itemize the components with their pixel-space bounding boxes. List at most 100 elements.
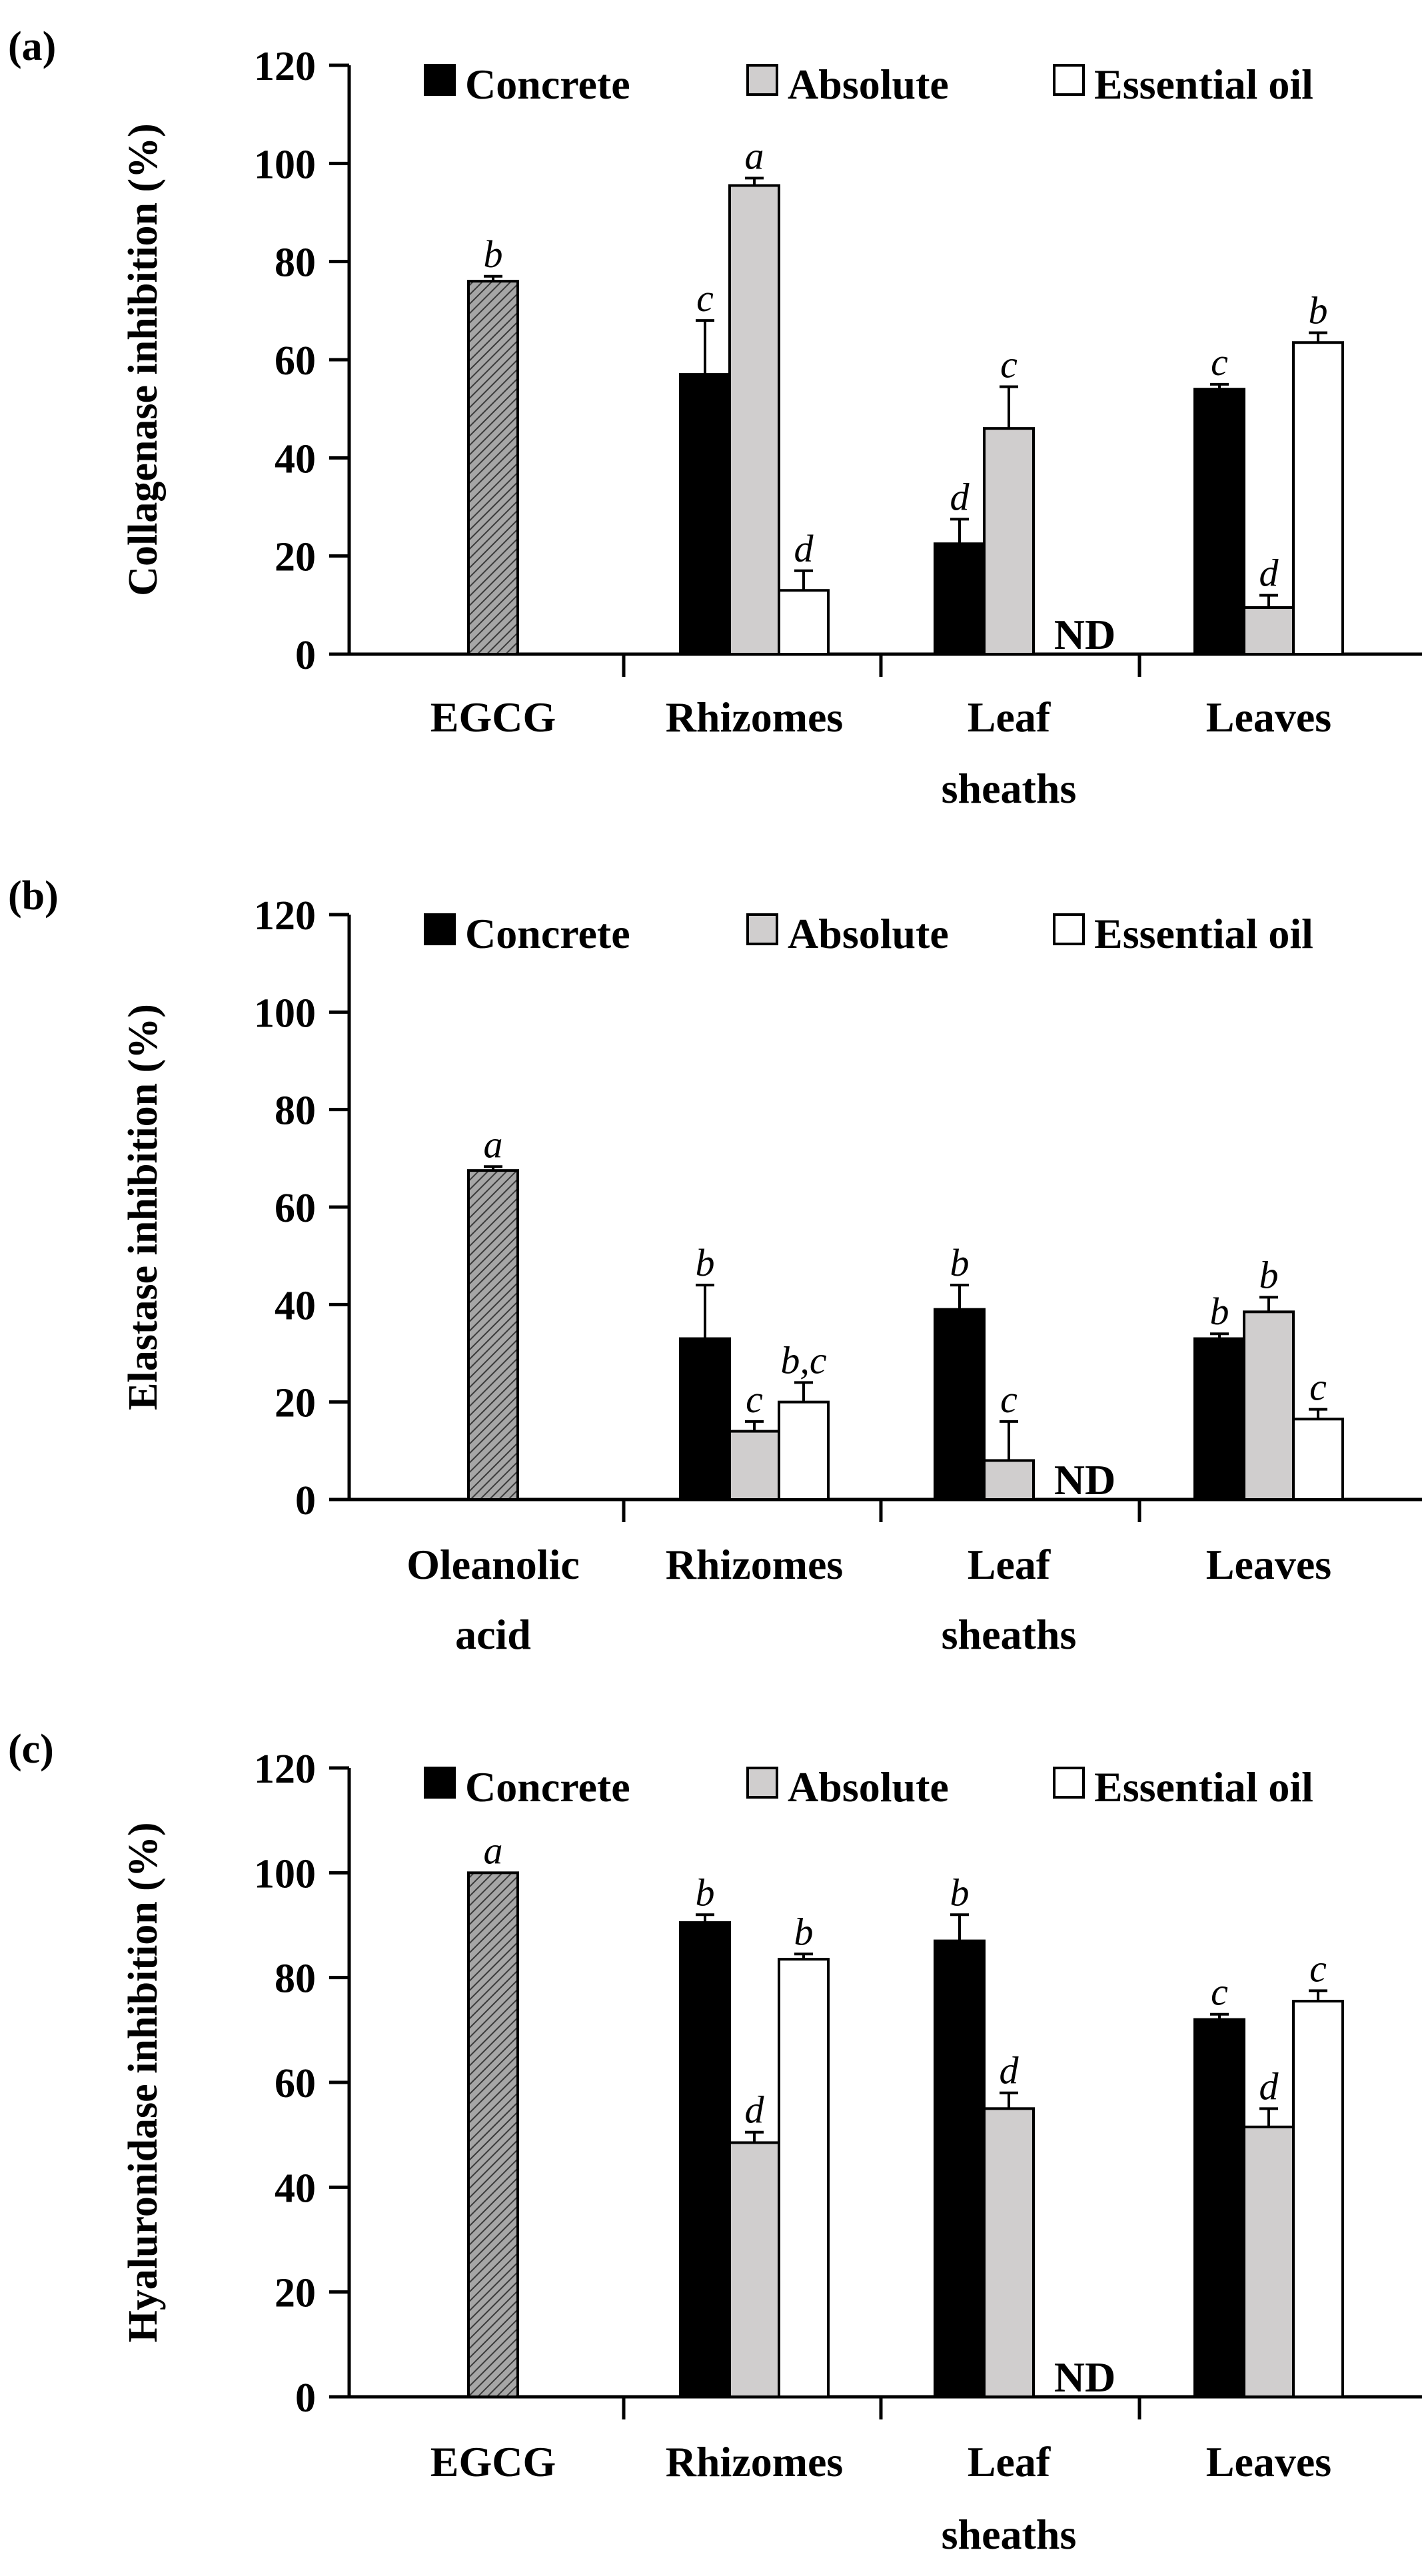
- significance-letter: b: [696, 1871, 715, 1914]
- significance-letter: c: [746, 1378, 763, 1421]
- significance-letter: d: [1000, 2049, 1020, 2092]
- legend-label: Concrete: [465, 1763, 630, 1811]
- significance-letter: c: [1000, 1378, 1018, 1421]
- y-tick-label: 100: [254, 142, 316, 187]
- significance-letter: a: [484, 1829, 503, 1872]
- significance-letter: b: [696, 1241, 715, 1284]
- legend-swatch: [746, 1767, 778, 1799]
- significance-letter: b,c: [780, 1338, 827, 1382]
- x-tick-label: Oleanolic: [406, 1541, 580, 1588]
- legend-swatch: [424, 64, 456, 96]
- bar-concrete: [1193, 1337, 1245, 1502]
- panel-label: (a): [8, 24, 56, 69]
- significance-letter: c: [1000, 343, 1018, 386]
- bar-concrete: [1193, 388, 1245, 655]
- bar-control: [467, 280, 519, 655]
- significance-letter: c: [1211, 1970, 1228, 2014]
- bar-concrete: [679, 1921, 731, 2398]
- x-tick-label: Rhizomes: [666, 1541, 844, 1588]
- panel-label: (b): [8, 873, 59, 919]
- y-axis-title: Collagenase inhibition (%): [121, 123, 166, 596]
- legend-label: Absolute: [788, 910, 949, 957]
- y-tick-label: 80: [275, 1956, 316, 2002]
- x-tick-label: Leaf: [968, 1541, 1051, 1588]
- legend-label: Absolute: [788, 1763, 949, 1811]
- x-tick-label: acid: [455, 1611, 531, 1658]
- legend: Concrete Absolute Essential oil: [424, 61, 1313, 108]
- bar-absolute: [728, 1430, 780, 1501]
- bar-essential-oil: [778, 1958, 830, 2398]
- bar-concrete: [679, 1337, 731, 1502]
- significance-letter: a: [484, 1122, 503, 1166]
- legend: Concrete Absolute Essential oil: [424, 1763, 1313, 1811]
- significance-letter: c: [1309, 1366, 1327, 1409]
- y-tick-label: 20: [275, 1381, 316, 1426]
- x-tick-label: EGCG: [430, 2438, 556, 2485]
- legend-label: Concrete: [465, 61, 630, 108]
- legend: Concrete Absolute Essential oil: [424, 910, 1313, 957]
- significance-letter: a: [745, 134, 764, 177]
- bar-essential-oil: [778, 589, 830, 656]
- significance-letter: b: [1309, 288, 1328, 332]
- bar-absolute: [1243, 1310, 1295, 1502]
- legend-swatch: [746, 64, 778, 96]
- y-tick-label: 40: [275, 1283, 316, 1328]
- significance-letter: b: [950, 1871, 970, 1914]
- x-tick-label: Leaves: [1206, 693, 1331, 741]
- x-tick-label: Rhizomes: [666, 693, 844, 741]
- significance-letter: c: [1211, 340, 1228, 384]
- significance-letter: b: [484, 232, 503, 276]
- bar-concrete: [934, 1308, 986, 1502]
- y-axis-title: Elastase inhibition (%): [121, 1004, 166, 1410]
- y-tick-label: 20: [275, 535, 316, 580]
- bar-absolute: [983, 1459, 1035, 1501]
- y-tick-label: 60: [275, 338, 316, 384]
- bar-essential-oil: [1292, 1418, 1344, 1501]
- bar-concrete: [934, 1939, 986, 2399]
- x-tick-label: Leaf: [968, 693, 1051, 741]
- y-tick-label: 80: [275, 1088, 316, 1134]
- bar-absolute: [983, 2107, 1035, 2398]
- bar-essential-oil: [1292, 2000, 1344, 2398]
- x-tick-label: Rhizomes: [666, 2438, 844, 2485]
- not-detected-label: ND: [1054, 2354, 1115, 2401]
- y-tick-label: 0: [295, 1478, 316, 1523]
- y-tick-label: 20: [275, 2271, 316, 2316]
- x-tick-label: Leaf: [968, 2438, 1051, 2485]
- y-tick-label: 40: [275, 2166, 316, 2211]
- significance-letter: b: [1210, 1290, 1229, 1333]
- legend-swatch: [1053, 64, 1085, 96]
- y-tick-label: 60: [275, 2061, 316, 2106]
- bar-absolute: [1243, 606, 1295, 655]
- significance-letter: d: [745, 2088, 765, 2132]
- chart-panel-a: (a) Collagenase inhibition (%) 0 20 40 60 80 10…: [8, 24, 1422, 812]
- y-tick-label: 100: [254, 991, 316, 1036]
- x-tick-label: EGCG: [430, 693, 556, 741]
- bar-essential-oil: [778, 1400, 830, 1502]
- legend-swatch: [1053, 1767, 1085, 1799]
- y-tick-label: 40: [275, 436, 316, 482]
- significance-letter: d: [1259, 2064, 1279, 2108]
- legend-swatch: [424, 913, 456, 945]
- x-tick-label: Leaves: [1206, 1541, 1331, 1588]
- significance-letter: d: [794, 527, 814, 570]
- legend-label: Essential oil: [1094, 1763, 1313, 1811]
- significance-letter: d: [1259, 552, 1279, 595]
- bar-absolute: [983, 427, 1035, 656]
- significance-letter: b: [1259, 1253, 1279, 1296]
- y-axis-title: Hyaluronidase inhibition (%): [121, 1823, 166, 2343]
- bar-concrete: [679, 373, 731, 655]
- y-tick-label: 120: [254, 893, 316, 939]
- legend-label: Essential oil: [1094, 61, 1313, 108]
- x-tick-label: sheaths: [942, 2511, 1077, 2558]
- y-tick-label: 0: [295, 2375, 316, 2421]
- x-tick-label: sheaths: [942, 765, 1077, 812]
- y-tick-label: 60: [275, 1186, 316, 1231]
- legend-swatch: [746, 913, 778, 945]
- legend-swatch: [424, 1767, 456, 1799]
- panel-label: (c): [8, 1727, 54, 1772]
- not-detected-label: ND: [1054, 1456, 1115, 1503]
- legend-swatch: [1053, 913, 1085, 945]
- y-tick-label: 120: [254, 44, 316, 89]
